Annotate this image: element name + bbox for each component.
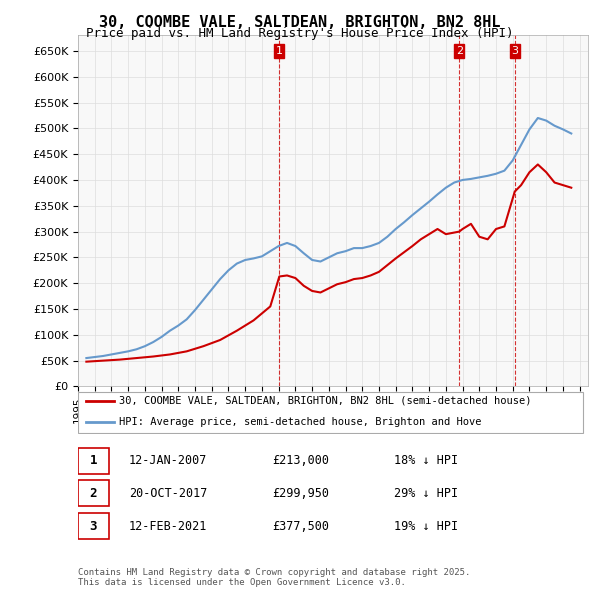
FancyBboxPatch shape: [78, 480, 109, 506]
Text: £377,500: £377,500: [272, 520, 329, 533]
Text: 30, COOMBE VALE, SALTDEAN, BRIGHTON, BN2 8HL (semi-detached house): 30, COOMBE VALE, SALTDEAN, BRIGHTON, BN2…: [119, 396, 532, 406]
Text: 19% ↓ HPI: 19% ↓ HPI: [394, 520, 458, 533]
Text: 2: 2: [89, 487, 97, 500]
Text: £213,000: £213,000: [272, 454, 329, 467]
Text: Price paid vs. HM Land Registry's House Price Index (HPI): Price paid vs. HM Land Registry's House …: [86, 27, 514, 40]
Text: 12-FEB-2021: 12-FEB-2021: [129, 520, 208, 533]
Text: 3: 3: [511, 46, 518, 56]
Text: HPI: Average price, semi-detached house, Brighton and Hove: HPI: Average price, semi-detached house,…: [119, 417, 481, 427]
Text: 30, COOMBE VALE, SALTDEAN, BRIGHTON, BN2 8HL: 30, COOMBE VALE, SALTDEAN, BRIGHTON, BN2…: [99, 15, 501, 30]
Text: 29% ↓ HPI: 29% ↓ HPI: [394, 487, 458, 500]
Text: Contains HM Land Registry data © Crown copyright and database right 2025.
This d: Contains HM Land Registry data © Crown c…: [78, 568, 470, 587]
Text: 12-JAN-2007: 12-JAN-2007: [129, 454, 208, 467]
Text: 1: 1: [276, 46, 283, 56]
Text: 18% ↓ HPI: 18% ↓ HPI: [394, 454, 458, 467]
Text: £299,950: £299,950: [272, 487, 329, 500]
FancyBboxPatch shape: [78, 392, 583, 433]
FancyBboxPatch shape: [78, 447, 109, 474]
Text: 20-OCT-2017: 20-OCT-2017: [129, 487, 208, 500]
Text: 3: 3: [89, 520, 97, 533]
FancyBboxPatch shape: [78, 513, 109, 539]
Text: 2: 2: [455, 46, 463, 56]
Text: 1: 1: [89, 454, 97, 467]
